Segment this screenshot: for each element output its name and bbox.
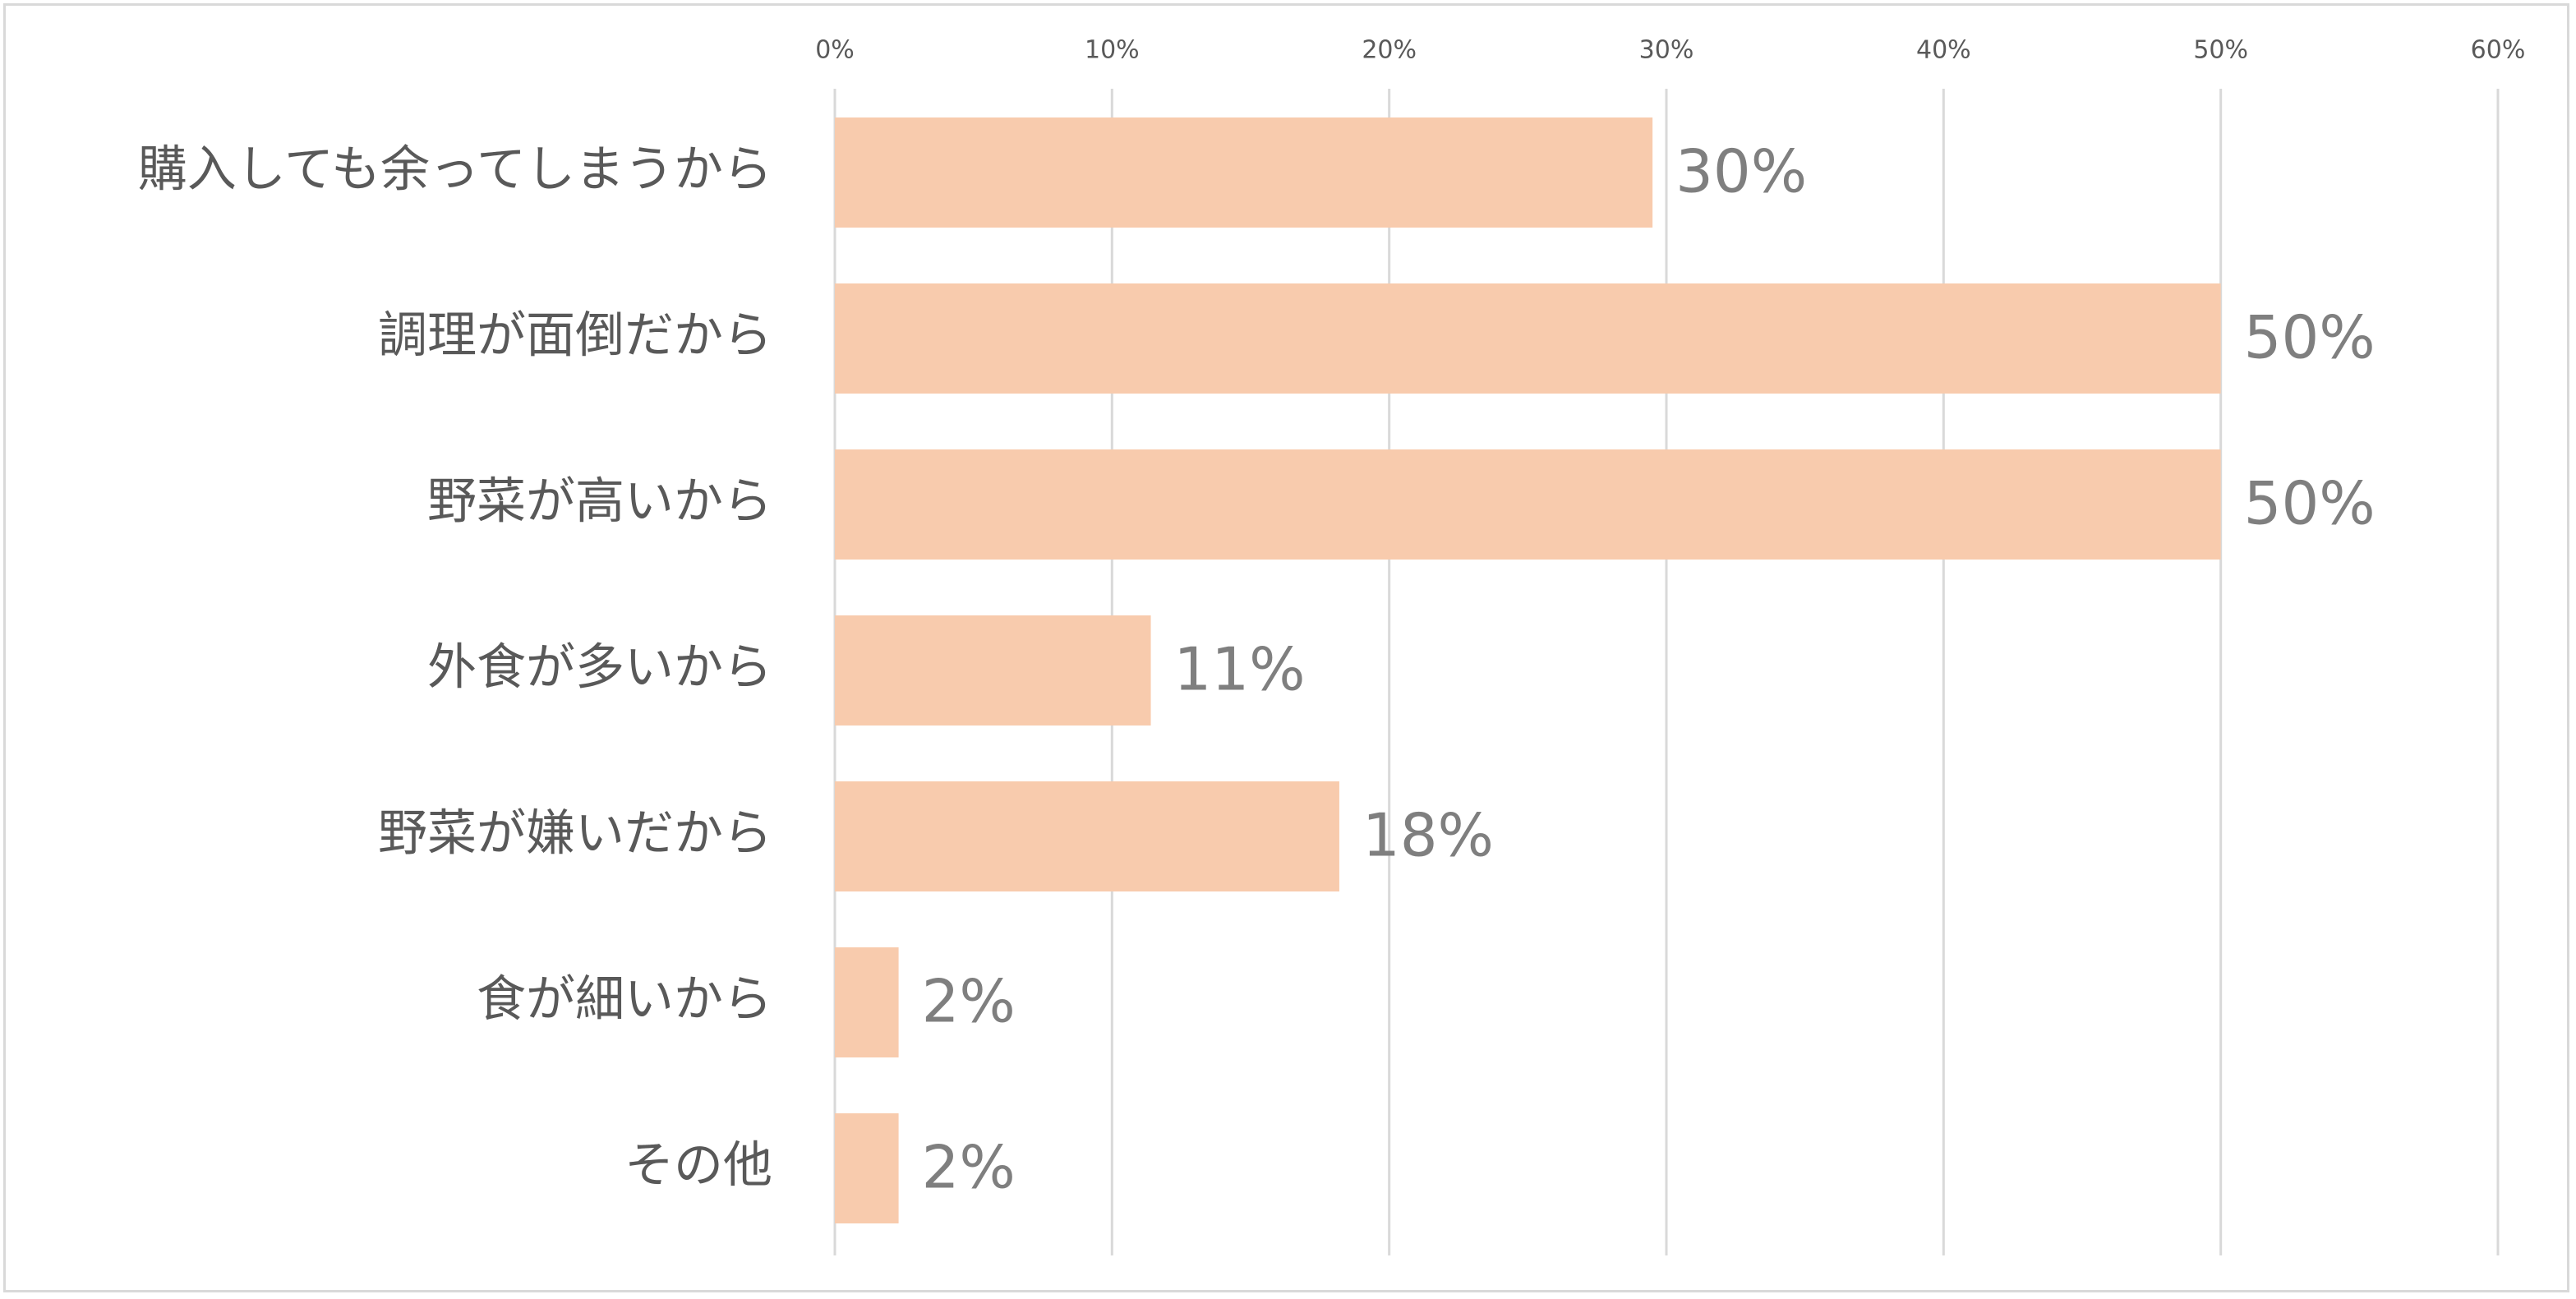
category-label: その他 <box>624 1137 772 1195</box>
bars <box>835 117 2221 1223</box>
x-tick-label: 10% <box>1085 36 1140 65</box>
category-label: 食が細いから <box>477 971 772 1029</box>
category-label: 調理が面倒だから <box>378 307 772 365</box>
bar-7 <box>835 1113 899 1223</box>
bar-4 <box>835 615 1151 726</box>
category-labels: 購入しても余ってしまうから調理が面倒だから野菜が高いから外食が多いから野菜が嫌い… <box>138 141 772 1195</box>
bar-2 <box>835 283 2221 394</box>
x-tick-label: 50% <box>2193 36 2248 65</box>
data-label: 50% <box>2244 303 2376 372</box>
bar-3 <box>835 449 2221 560</box>
x-axis-ticks: 0% 10% 20% 30% 40% 50% 60% <box>815 36 2525 65</box>
x-tick-label: 20% <box>1362 36 1417 65</box>
data-label: 2% <box>922 1133 1016 1202</box>
category-label: 購入しても余ってしまうから <box>138 141 772 199</box>
category-label: 野菜が嫌いだから <box>378 805 772 863</box>
data-label: 30% <box>1675 137 1807 206</box>
category-label: 野菜が高いから <box>427 473 772 531</box>
data-label: 2% <box>922 967 1016 1036</box>
bar-1 <box>835 117 1653 228</box>
data-label: 11% <box>1174 635 1306 704</box>
bar-5 <box>835 781 1339 891</box>
gridlines <box>833 89 2500 1255</box>
x-tick-label: 40% <box>1916 36 1971 65</box>
bar-6 <box>835 947 899 1057</box>
x-tick-label: 0% <box>815 36 855 65</box>
category-label: 外食が多いから <box>427 639 772 697</box>
x-tick-label: 30% <box>1639 36 1694 65</box>
x-tick-label: 60% <box>2471 36 2526 65</box>
data-label: 18% <box>1362 801 1494 870</box>
data-labels: 30% 50% 50% 11% 18% 2% 2% <box>922 137 2376 1202</box>
data-label: 50% <box>2244 469 2376 538</box>
